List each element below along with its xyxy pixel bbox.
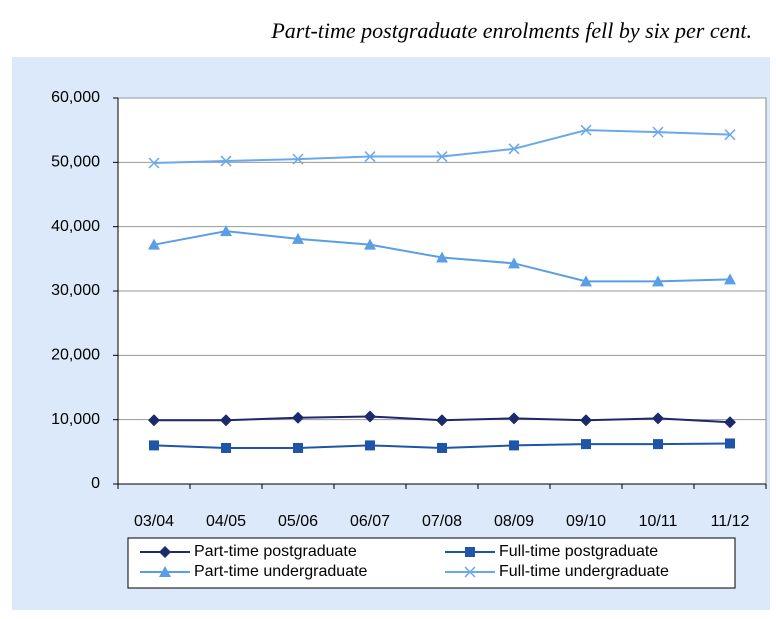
y-tick-label: 40,000	[51, 218, 100, 235]
marker	[509, 440, 519, 451]
x-tick-label: 09/10	[566, 513, 606, 530]
marker	[292, 153, 304, 165]
y-tick-label: 0	[91, 475, 100, 492]
marker	[652, 275, 664, 287]
y-tick-label: 30,000	[51, 282, 100, 299]
x-tick-label: 06/07	[350, 513, 390, 530]
marker	[508, 412, 520, 425]
marker	[148, 238, 160, 250]
x-tick-label: 08/09	[494, 513, 534, 530]
y-tick-label: 10,000	[51, 411, 100, 428]
legend-label: Full-time postgraduate	[499, 543, 658, 560]
marker	[293, 442, 303, 453]
marker	[436, 151, 448, 163]
marker	[508, 257, 520, 269]
legend-marker	[159, 566, 171, 577]
marker	[580, 275, 592, 287]
x-tick-label: 07/08	[422, 513, 462, 530]
marker	[149, 440, 159, 451]
x-tick-label: 10/11	[639, 513, 678, 530]
marker	[437, 442, 447, 453]
marker	[292, 232, 304, 244]
y-tick-label: 50,000	[51, 154, 100, 171]
marker	[148, 414, 160, 427]
x-tick-label: 04/05	[206, 513, 246, 530]
marker	[508, 143, 520, 155]
marker	[220, 225, 232, 237]
marker	[436, 251, 448, 263]
marker	[652, 126, 664, 138]
legend-label: Part-time postgraduate	[194, 543, 357, 560]
legend-label: Part-time undergraduate	[194, 563, 368, 580]
marker	[724, 273, 736, 285]
marker	[220, 155, 232, 167]
legend-marker	[159, 546, 171, 558]
marker	[580, 124, 592, 136]
legend-marker	[465, 547, 475, 557]
legend	[127, 537, 736, 589]
y-tick-label: 20,000	[51, 347, 100, 364]
chart-title: Part-time postgraduate enrolments fell b…	[270, 18, 752, 43]
marker	[724, 129, 736, 141]
marker	[365, 440, 375, 451]
marker	[292, 411, 304, 424]
x-tick-label: 05/06	[278, 513, 318, 530]
x-tick-label: 11/12	[711, 513, 750, 530]
marker	[364, 410, 376, 423]
marker	[364, 151, 376, 163]
x-tick-label: 03/04	[134, 513, 174, 530]
marker	[364, 238, 376, 250]
legend-marker	[464, 566, 476, 578]
y-tick-label: 60,000	[51, 89, 100, 106]
legend-label: Full-time undergraduate	[499, 563, 669, 580]
marker	[653, 439, 663, 450]
marker	[220, 414, 232, 427]
marker	[436, 414, 448, 427]
marker	[724, 416, 736, 429]
marker	[725, 438, 735, 449]
marker	[652, 412, 664, 425]
marker	[581, 439, 591, 450]
marker	[148, 157, 160, 169]
marker	[580, 414, 592, 427]
marker	[221, 442, 231, 453]
